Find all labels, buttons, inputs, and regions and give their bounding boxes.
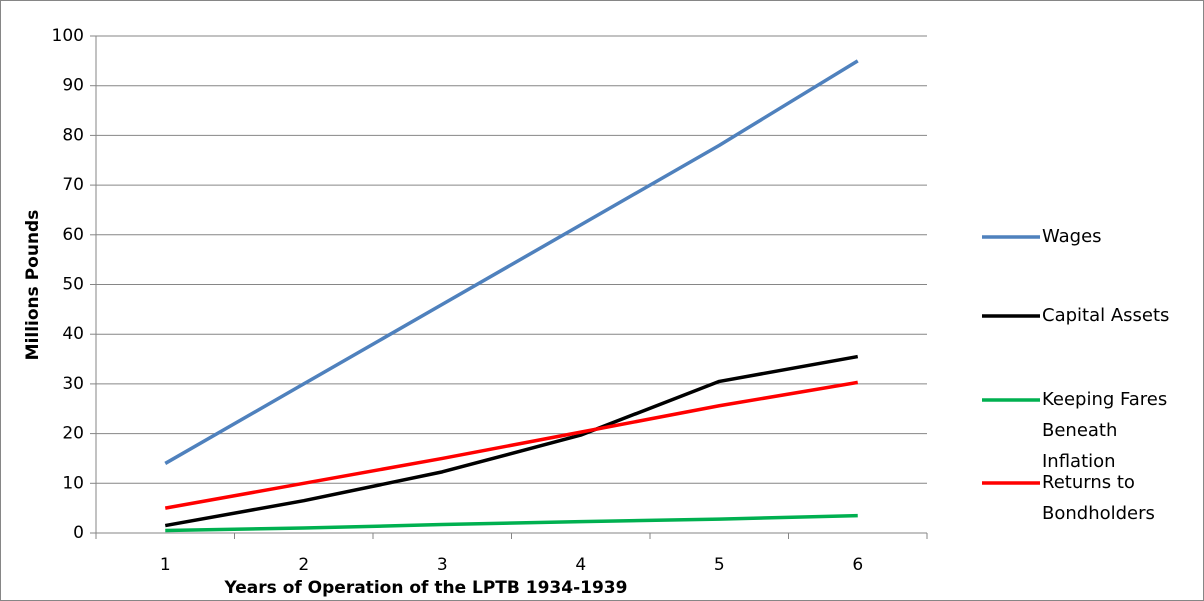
x-tick-label: 5 (714, 555, 725, 575)
x-tick-label: 2 (298, 555, 309, 575)
x-tick-label: 4 (575, 555, 586, 575)
y-tick-label: 80 (62, 125, 84, 145)
y-tick-label: 60 (62, 225, 84, 245)
data-line (164, 380, 859, 510)
y-tick-label: 50 (62, 275, 84, 295)
x-axis-label: Years of Operation of the LPTB 1934-1939 (224, 578, 628, 598)
legend-label: Keeping Fares Beneath Inflation (1042, 389, 1168, 472)
y-tick-label: 40 (62, 324, 84, 344)
y-tick-label: 10 (62, 473, 84, 493)
legend-label: Returns to Bondholders (1042, 472, 1155, 524)
y-axis-label: Millions Pounds (23, 210, 43, 361)
y-tick-label: 70 (62, 175, 84, 195)
y-tick-label: 90 (62, 76, 84, 96)
data-line (164, 354, 859, 528)
legend-label: Capital Assets (1042, 305, 1170, 326)
x-tick-label: 6 (852, 555, 863, 575)
legend-label: Wages (1042, 226, 1102, 247)
x-tick-label: 1 (160, 555, 171, 575)
x-tick-label: 3 (437, 555, 448, 575)
y-tick-label: 30 (62, 374, 84, 394)
data-line (164, 59, 859, 465)
data-line (165, 513, 858, 533)
y-tick-label: 0 (73, 523, 84, 543)
y-tick-label: 100 (52, 26, 84, 46)
y-tick-label: 20 (62, 424, 84, 444)
